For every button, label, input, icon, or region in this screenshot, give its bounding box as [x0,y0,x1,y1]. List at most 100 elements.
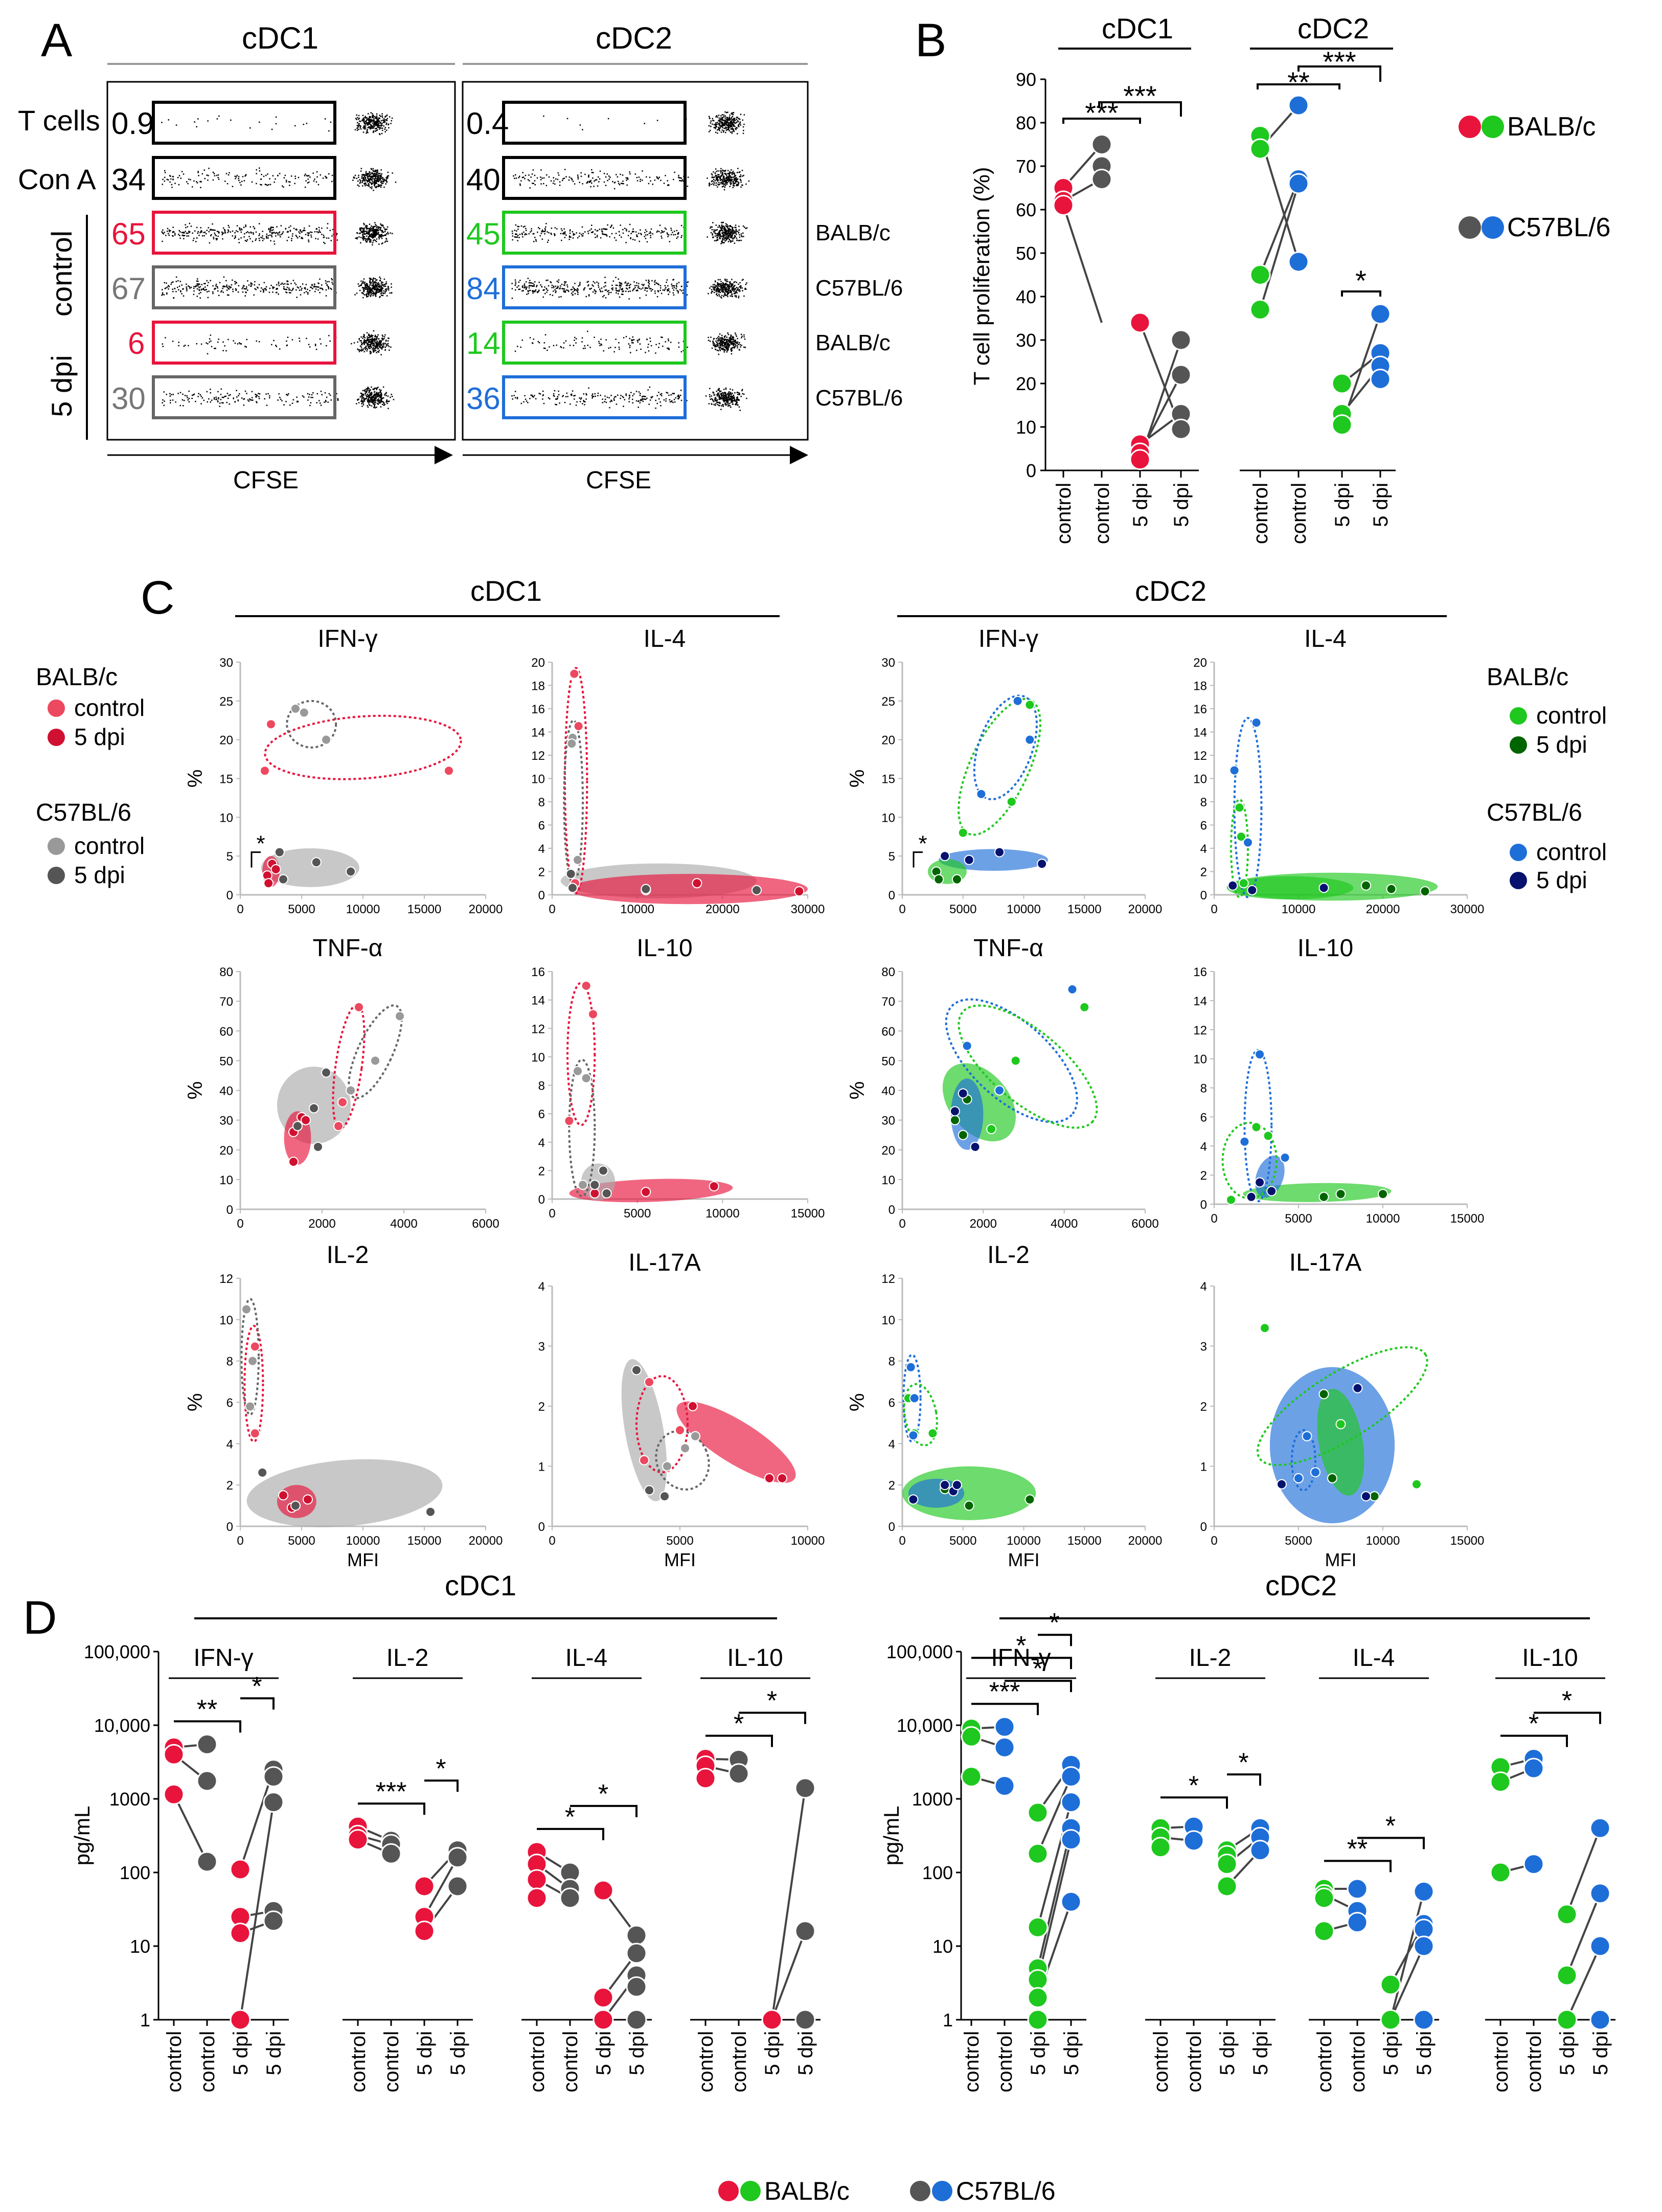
c-point [1302,1431,1312,1441]
c-xtick-label: 20000 [1128,1534,1163,1548]
c-xtick-label: 15000 [407,1534,442,1548]
d-pair-line [1390,1946,1425,2020]
c-xtick-label: 10000 [346,902,380,916]
d-sig-bracket [1005,1680,1072,1692]
c-ytick-label: 6 [226,1396,233,1410]
c-xtick-label: 30000 [791,902,825,916]
c-ytick-label: 12 [219,1272,233,1286]
panel-label-d: D [23,1592,57,1644]
c-point [241,1304,252,1315]
panel-b: B cDC1 cDC2 T cell proliferation (%) 0 10… [915,12,1610,544]
c-xtick-label: 15000 [791,1207,825,1221]
c-xtick-label: 0 [899,1217,905,1231]
d-xtick-label: 5 dpi [1589,2031,1612,2075]
gate-cdc2-cona [502,156,687,200]
d-pair-line [1390,1891,1425,2020]
c-point [370,1055,380,1066]
c-xtick-label: 0 [1211,1534,1217,1548]
c-xtick-label: 0 [237,1217,243,1231]
c-subplot-c2-il17: IL-17A 0 1 2 3 4 0 5000 10000 15000 MFI [1200,1249,1485,1570]
c-point [1024,1494,1035,1505]
c-ytick-label: 14 [531,726,545,740]
c-xtick-label: 20000 [1366,902,1400,916]
c-ytick-label: 70 [219,995,233,1009]
c-xtick-label: 5000 [1285,1534,1312,1548]
c-xtick-label: 20000 [469,902,503,916]
c-ytick-label: 8 [889,1355,895,1369]
c-ytick-label: 10 [881,1173,895,1187]
c-point [1251,717,1262,728]
d-point [1249,1840,1271,1861]
d-sig-star: * [436,1754,446,1784]
d-ytick-label: 1000 [912,1789,953,1810]
sig-b-2: *** [1123,80,1156,112]
c-ytick-label: 0 [226,889,233,902]
panel-d-ylabel-2: pg/mL [879,1806,903,1866]
d-pair-line [173,1794,208,1862]
c-point [1378,1189,1388,1200]
d-cytokine-title: IL-2 [386,1644,429,1672]
c-point [1335,1419,1346,1430]
c-ytick-label: 12 [881,1272,895,1286]
d-sig-bracket [1534,1711,1601,1724]
c-point [692,878,702,889]
d-point [230,1859,251,1880]
legend-c2-c57: C57BL/6 [1487,799,1582,826]
c-point [395,1011,405,1022]
flow-box-cdc1 [106,81,456,441]
c-title: IFN-γ [978,625,1038,652]
c-point [589,1188,600,1199]
panel-label-a: A [41,14,73,66]
d-sig-star: * [252,1672,262,1701]
c-cluster-fill [1226,876,1354,900]
c-ytick-label: 8 [1200,1082,1207,1096]
d-point [1060,1766,1082,1788]
d-sig-bracket [1227,1773,1261,1786]
d-pair-line [239,1802,275,2020]
c-point [1243,837,1253,848]
gate-cdc1-cona [152,156,336,200]
c-point [573,1066,583,1076]
d-point [1027,1916,1049,1938]
d-point [1523,1757,1544,1779]
b-xtick-label: 5 dpi [1331,483,1354,527]
legend-c2-c57-dpi: 5 dpi [1536,867,1587,893]
d-point [1556,2009,1578,2030]
d-point [994,1716,1015,1737]
b-point [1129,449,1151,470]
c-point [247,1356,258,1366]
c-point [958,1130,968,1140]
d-xtick-label: control [728,2031,750,2092]
b-ytick-label: 50 [1016,243,1036,264]
c-point [1361,880,1371,891]
c-xlabel: MFI [1008,1549,1040,1570]
c-ytick-label: 25 [219,695,233,709]
d-point [1556,1965,1578,1986]
d-ytick-label: 100 [120,1862,150,1883]
c-point [1293,1473,1304,1483]
pct-cdc2-dpi-c57: 36 [466,381,500,416]
d-point [526,1887,548,1909]
c-sig-star: * [256,831,265,856]
c-xtick-label: 4000 [1051,1217,1078,1231]
c-ytick-label: 16 [531,965,545,979]
d-point [794,1777,816,1799]
b-point [1331,373,1353,394]
c-point [581,980,591,991]
d-point [559,1887,581,1909]
c-title: IL-4 [644,625,686,652]
d-point [196,1851,218,1872]
c-xtick-label: 2000 [308,1217,335,1231]
c-sig-bracket [251,851,261,868]
c-ytick-label: 4 [226,1437,233,1451]
c-cluster-outline [332,1004,366,1130]
c-ylabel: % [846,1081,869,1100]
c-ytick-label: 0 [538,1520,545,1534]
pct-cdc1-ctrl-c57: 67 [111,272,146,306]
b-ytick-label: 0 [1026,460,1036,481]
panel-d-legend: BALB/c C57BL/6 [718,2177,1056,2205]
c-ytick-label: 20 [881,734,895,748]
c-sig-bracket [913,851,923,868]
c-point [905,1362,916,1372]
c-ytick-label: 6 [538,819,545,833]
